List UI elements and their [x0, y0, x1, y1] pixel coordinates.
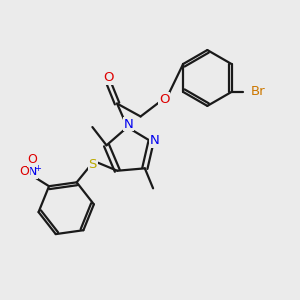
Text: N: N: [28, 165, 37, 178]
Text: Br: Br: [250, 85, 265, 98]
Text: +: +: [34, 164, 41, 173]
Text: O: O: [103, 71, 113, 84]
Text: O: O: [20, 165, 30, 178]
Text: −: −: [23, 161, 32, 172]
Text: O: O: [28, 153, 38, 166]
Text: N: N: [124, 118, 134, 131]
Text: O: O: [159, 93, 169, 106]
Text: N: N: [150, 134, 160, 147]
Text: S: S: [88, 158, 97, 171]
